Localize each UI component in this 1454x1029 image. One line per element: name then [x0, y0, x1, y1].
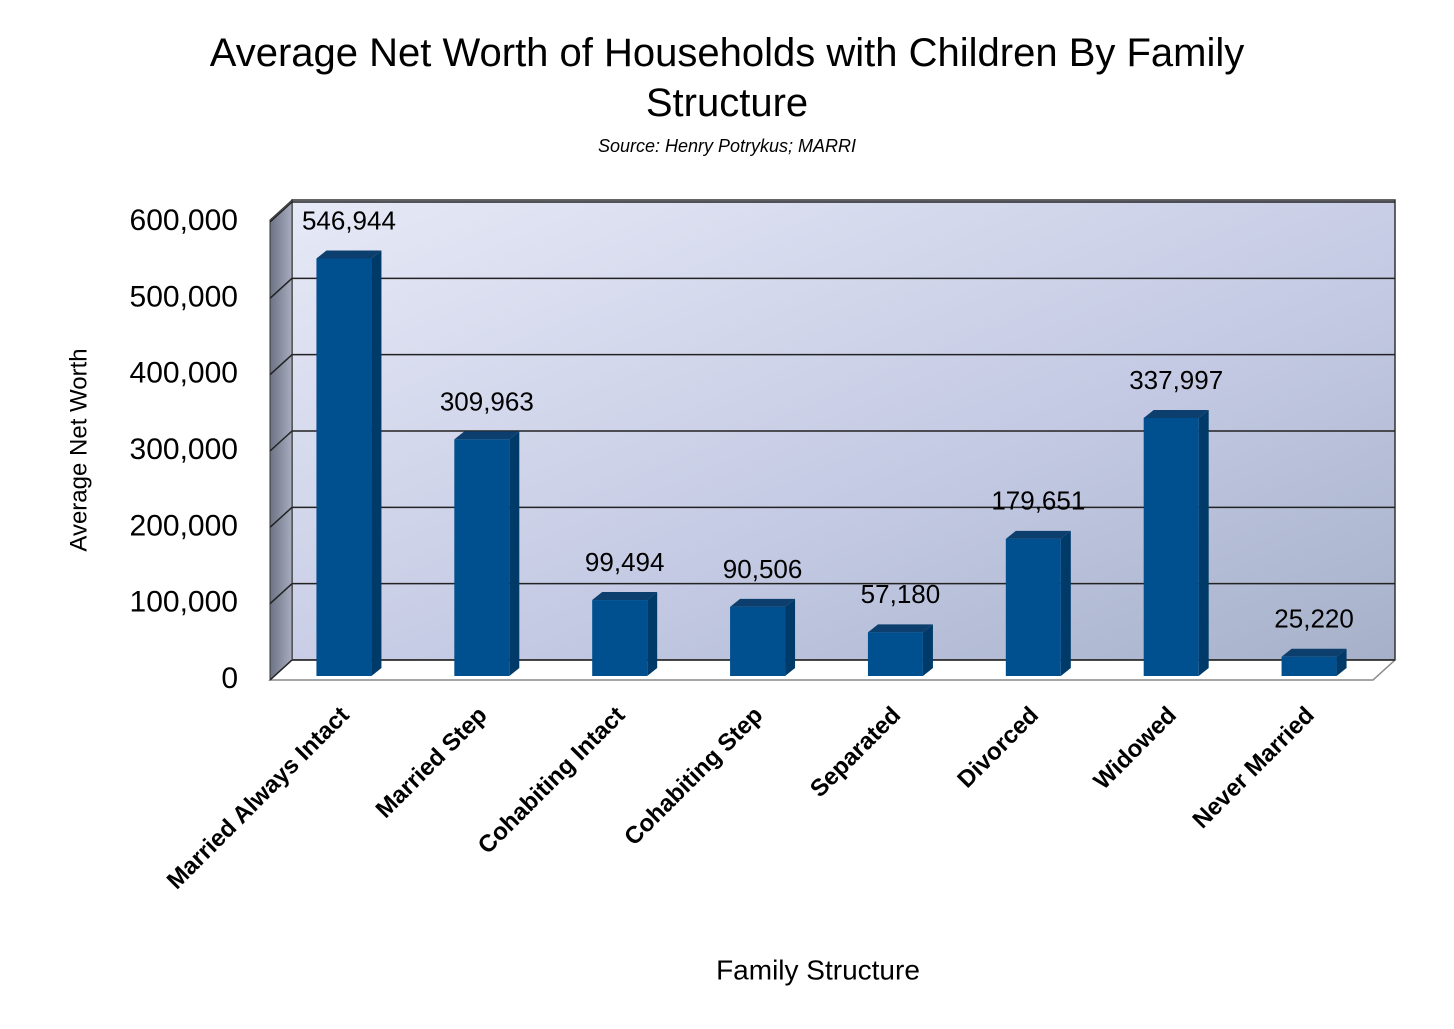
bar-side: [785, 598, 796, 676]
grid-line-side: [269, 430, 293, 452]
bar: [730, 606, 786, 676]
bar: [454, 439, 510, 676]
x-tick-label: Divorced: [952, 702, 1044, 794]
bar: [1281, 656, 1337, 676]
bar-top: [1005, 530, 1071, 539]
grid-line-side: [269, 659, 293, 681]
bar-top: [1281, 648, 1347, 657]
bar-side: [1060, 530, 1071, 676]
y-tick-label: 500,000: [130, 280, 238, 313]
bar: [867, 632, 923, 676]
x-tick-label: Cohabiting Intact: [473, 702, 631, 860]
y-tick-label: 100,000: [130, 586, 238, 619]
y-tick-label: 300,000: [130, 433, 238, 466]
bar: [592, 600, 648, 676]
value-label: 57,180: [861, 579, 941, 609]
chart-title: Average Net Worth of Households with Chi…: [209, 31, 1245, 125]
grid-line-side: [269, 354, 293, 376]
bar-side: [371, 250, 382, 676]
bar-top: [592, 592, 658, 601]
bar-top: [730, 598, 796, 607]
floor: [268, 659, 1397, 681]
bar-top: [316, 250, 382, 259]
bar: [1005, 538, 1061, 676]
x-tick-label: Married Always Intact: [162, 702, 355, 895]
chart-subtitle: Source: Henry Potrykus; MARRI: [597, 136, 857, 156]
x-tick-label: Cohabiting Step: [619, 702, 768, 851]
value-label: 337,997: [1129, 365, 1223, 395]
x-tick-label: Never Married: [1188, 702, 1320, 834]
x-tick-label: Widowed: [1089, 702, 1182, 795]
bar-top: [454, 431, 520, 440]
value-label: 90,506: [723, 554, 803, 584]
value-label: 546,944: [302, 205, 396, 235]
bar-side: [509, 431, 520, 676]
y-axis-label: Average Net Worth: [65, 348, 92, 551]
value-label: 309,963: [440, 386, 534, 416]
x-tick-label: Separated: [805, 702, 906, 803]
bar: [1143, 417, 1199, 676]
x-axis-label: Family Structure: [716, 954, 920, 985]
value-label: 25,220: [1274, 604, 1354, 634]
y-tick-label: 0: [221, 662, 238, 695]
bar-top: [867, 624, 933, 633]
grid-line-side: [269, 583, 293, 605]
x-tick-label: Married Step: [371, 702, 493, 824]
bar-side: [1336, 648, 1347, 676]
value-label: 179,651: [991, 486, 1085, 516]
grid-line-side: [269, 277, 293, 299]
y-tick-label: 600,000: [130, 204, 238, 237]
grid-line-side: [269, 201, 293, 223]
bar-side: [922, 624, 933, 676]
bar-side: [1198, 409, 1209, 676]
bar-side: [647, 592, 658, 676]
bar: [316, 258, 372, 676]
y-tick-label: 200,000: [130, 509, 238, 542]
y-tick-label: 400,000: [130, 357, 238, 390]
bar-top: [1143, 409, 1209, 418]
grid-line-side: [269, 506, 293, 528]
value-label: 99,494: [585, 547, 665, 577]
